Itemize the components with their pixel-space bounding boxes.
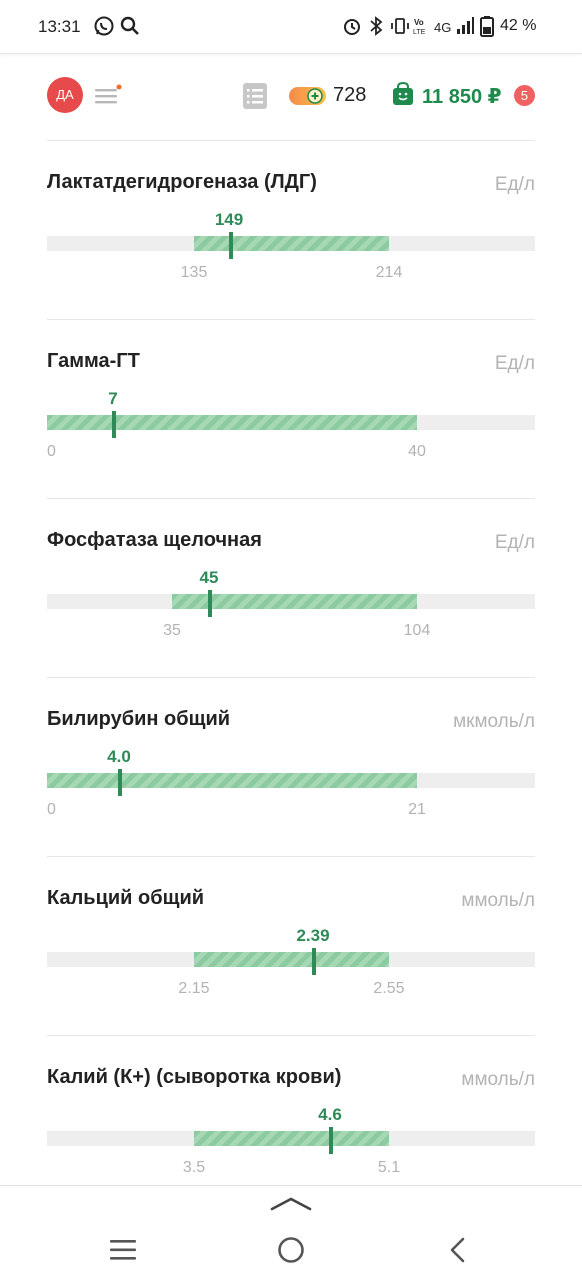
test-unit: Ед/л (494, 353, 535, 374)
signal-icon (457, 17, 474, 34)
battery-percent: 42 % (500, 17, 537, 34)
range-min: 0 (47, 443, 56, 460)
range-max: 21 (408, 801, 426, 818)
test-name: Фосфатаза щелочная (47, 529, 262, 551)
range-max: 214 (375, 264, 403, 281)
reference-range (172, 594, 417, 609)
test-results-list: Лактатдегидрогеназа (ЛДГ) Ед/л 149 135 2… (0, 140, 582, 1185)
value-marker (112, 411, 116, 438)
result-item[interactable]: Кальций общий ммоль/л 2.39 2.15 2.55 (47, 856, 535, 1035)
result-item[interactable]: Лактатдегидрогеназа (ЛДГ) Ед/л 149 135 2… (47, 140, 535, 319)
reference-scale (47, 773, 535, 788)
result-item[interactable]: Калий (К+) (сыворотка крови) ммоль/л 4.6… (47, 1035, 535, 1185)
result-item[interactable]: Гамма-ГТ Ед/л 7 0 40 (47, 319, 535, 498)
range-max: 2.55 (373, 980, 405, 997)
status-bar: 13:31 Vo LTE 4G 42 % (0, 0, 582, 54)
back-icon[interactable] (446, 1236, 470, 1264)
svg-text:LTE: LTE (413, 29, 426, 36)
test-unit: Ед/л (494, 532, 535, 553)
volte-icon: Vo LTE (413, 18, 426, 36)
bluetooth-icon (370, 16, 383, 36)
reference-scale (47, 415, 535, 430)
range-min: 0 (47, 801, 56, 818)
result-value: 4.6 (318, 1105, 342, 1124)
value-marker (312, 948, 316, 975)
search-icon (120, 16, 139, 35)
network-4g-label: 4G (434, 20, 452, 35)
alarm-icon (344, 19, 360, 35)
value-marker (329, 1127, 333, 1154)
range-min: 135 (180, 264, 208, 281)
whatsapp-icon (94, 16, 114, 36)
home-icon[interactable] (276, 1235, 306, 1265)
value-marker (118, 769, 122, 796)
cart-balance[interactable]: 11 850 ₽ (422, 86, 502, 108)
test-name: Гамма-ГТ (47, 350, 140, 372)
range-max: 104 (403, 622, 431, 639)
avatar[interactable]: ДА (47, 77, 83, 113)
vibrate-icon (391, 18, 409, 34)
result-item[interactable]: Фосфатаза щелочная Ед/л 45 35 104 (47, 498, 535, 677)
reference-scale (47, 236, 535, 251)
range-min: 2.15 (178, 980, 210, 997)
recent-apps-icon[interactable] (108, 1237, 138, 1263)
range-min: 3.5 (182, 1159, 206, 1176)
result-value: 4.0 (107, 747, 131, 766)
battery-icon (480, 16, 494, 37)
result-item[interactable]: Билирубин общий мкмоль/л 4.0 0 21 (47, 677, 535, 856)
swipe-up-icon[interactable] (270, 1196, 312, 1212)
range-min: 35 (163, 622, 181, 639)
reference-scale (47, 1131, 535, 1146)
reference-range (47, 773, 417, 788)
svg-text:Vo: Vo (414, 18, 424, 27)
test-unit: Ед/л (494, 174, 535, 195)
status-time: 13:31 (38, 17, 81, 36)
cart-count-badge[interactable]: 5 (514, 85, 535, 106)
value-marker (229, 232, 233, 259)
menu-icon[interactable] (94, 84, 122, 108)
reference-scale (47, 594, 535, 609)
value-marker (208, 590, 212, 617)
test-name: Лактатдегидрогеназа (ЛДГ) (47, 171, 317, 193)
app-header: ДА 728 11 850 ₽ 5 (0, 54, 582, 140)
result-value: 7 (108, 389, 118, 408)
test-name: Кальций общий (47, 887, 205, 909)
reference-range (194, 1131, 389, 1146)
result-value: 45 (199, 568, 219, 587)
test-unit: ммоль/л (461, 1069, 535, 1090)
result-value: 149 (214, 210, 244, 229)
result-value: 2.39 (296, 926, 330, 945)
reference-range (194, 236, 389, 251)
reference-range (194, 952, 389, 967)
test-name: Калий (К+) (сыворотка крови) (47, 1066, 342, 1088)
range-max: 5.1 (377, 1159, 401, 1176)
system-nav-bar (0, 1185, 582, 1280)
bonus-coins-count[interactable]: 728 (333, 84, 367, 106)
test-unit: мкмоль/л (453, 711, 535, 732)
test-name: Билирубин общий (47, 708, 231, 730)
range-max: 40 (408, 443, 426, 460)
reference-scale (47, 952, 535, 967)
shopping-bag-icon[interactable] (392, 82, 414, 106)
reference-range (47, 415, 417, 430)
test-unit: ммоль/л (461, 890, 535, 911)
bonus-coins-icon[interactable] (289, 85, 326, 107)
document-list-icon[interactable] (242, 82, 268, 110)
